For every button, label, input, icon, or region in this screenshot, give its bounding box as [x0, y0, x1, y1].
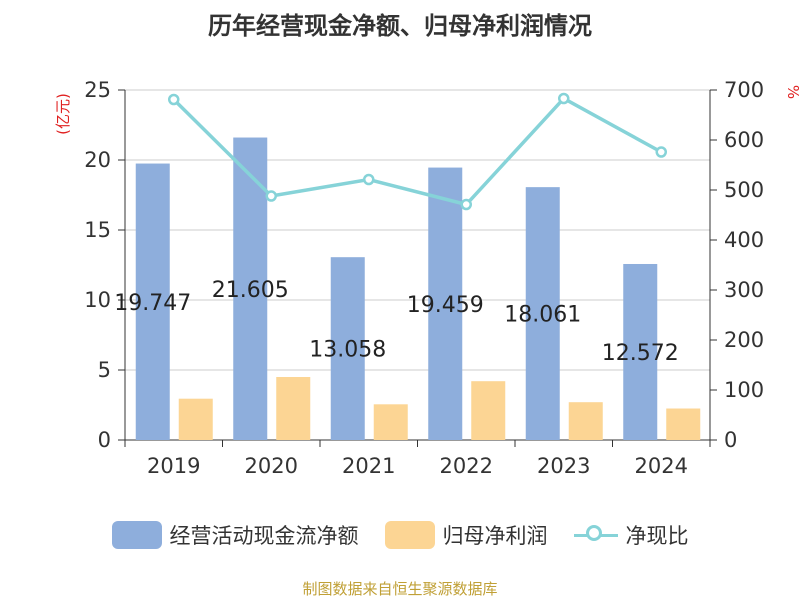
- bar-net-profit: [471, 381, 506, 440]
- bar-operating-cash: [330, 257, 365, 440]
- data-label-operating-cash: 19.747: [114, 291, 191, 316]
- chart-title: 历年经营现金净额、归母净利润情况: [208, 12, 592, 40]
- legend-label-ratio: 净现比: [625, 524, 689, 548]
- bar-operating-cash: [623, 263, 658, 440]
- x-tick-label: 2019: [147, 454, 200, 478]
- bar-operating-cash: [428, 167, 463, 440]
- y-left-tick-label: 15: [84, 218, 111, 242]
- x-tick-label: 2021: [342, 454, 395, 478]
- bar-net-profit: [373, 404, 408, 440]
- y-left-tick-label: 5: [98, 358, 111, 382]
- bar-net-profit: [568, 402, 603, 440]
- x-tick-label: 2024: [635, 454, 688, 478]
- x-tick-label: 2023: [537, 454, 590, 478]
- y-left-unit: (亿元): [54, 93, 72, 135]
- point-ratio: [363, 173, 375, 186]
- point-ratio: [168, 93, 180, 106]
- source-footer: 制图数据来自恒生聚源数据库: [302, 580, 498, 598]
- y-right-tick-label: 0: [724, 428, 737, 452]
- legend-swatch-net-profit: [384, 521, 435, 549]
- legend-item-net-profit[interactable]: 归母净利润: [384, 520, 548, 550]
- y-left-tick-label: 25: [84, 78, 111, 102]
- y-right-tick-label: 100: [724, 378, 764, 402]
- point-ratio: [460, 198, 472, 211]
- line-ratio: [172, 96, 663, 207]
- x-tick-label: 2022: [440, 454, 493, 478]
- point-ratio: [655, 146, 667, 158]
- y-right-unit: %: [784, 85, 800, 99]
- legend-item-operating-cash[interactable]: 经营活动现金流净额: [111, 520, 359, 550]
- y-right-tick-label: 700: [724, 78, 764, 102]
- y-left-tick-label: 0: [98, 428, 111, 452]
- bar-net-profit: [276, 377, 311, 440]
- bar-net-profit: [178, 398, 213, 440]
- legend-label-operating-cash: 经营活动现金流净额: [169, 524, 359, 548]
- point-ratio: [558, 92, 570, 105]
- data-label-operating-cash: 18.061: [504, 303, 581, 328]
- bar-operating-cash: [135, 163, 170, 441]
- x-tick-label: 2020: [245, 454, 298, 478]
- legend-swatch-operating-cash: [111, 521, 162, 549]
- point-ratio: [265, 190, 277, 202]
- data-label-operating-cash: 13.058: [309, 338, 386, 363]
- data-label-operating-cash: 12.572: [602, 341, 679, 366]
- y-right-tick-label: 600: [724, 128, 764, 152]
- data-label-operating-cash: 21.605: [212, 278, 289, 303]
- y-right-tick-label: 300: [724, 278, 764, 302]
- legend-item-ratio[interactable]: 净现比: [573, 520, 689, 550]
- legend-swatch-ratio: [573, 521, 618, 549]
- legend: 经营活动现金流净额 归母净利润 净现比: [0, 518, 800, 552]
- y-left-tick-label: 10: [84, 288, 111, 312]
- y-right-tick-label: 400: [724, 228, 764, 252]
- y-right-tick-label: 500: [724, 178, 764, 202]
- legend-label-net-profit: 归母净利润: [442, 524, 548, 548]
- data-label-operating-cash: 19.459: [407, 293, 484, 318]
- y-right-tick-label: 200: [724, 328, 764, 352]
- bar-net-profit: [666, 408, 701, 440]
- bar-operating-cash: [525, 187, 560, 440]
- y-left-tick-label: 20: [84, 148, 111, 172]
